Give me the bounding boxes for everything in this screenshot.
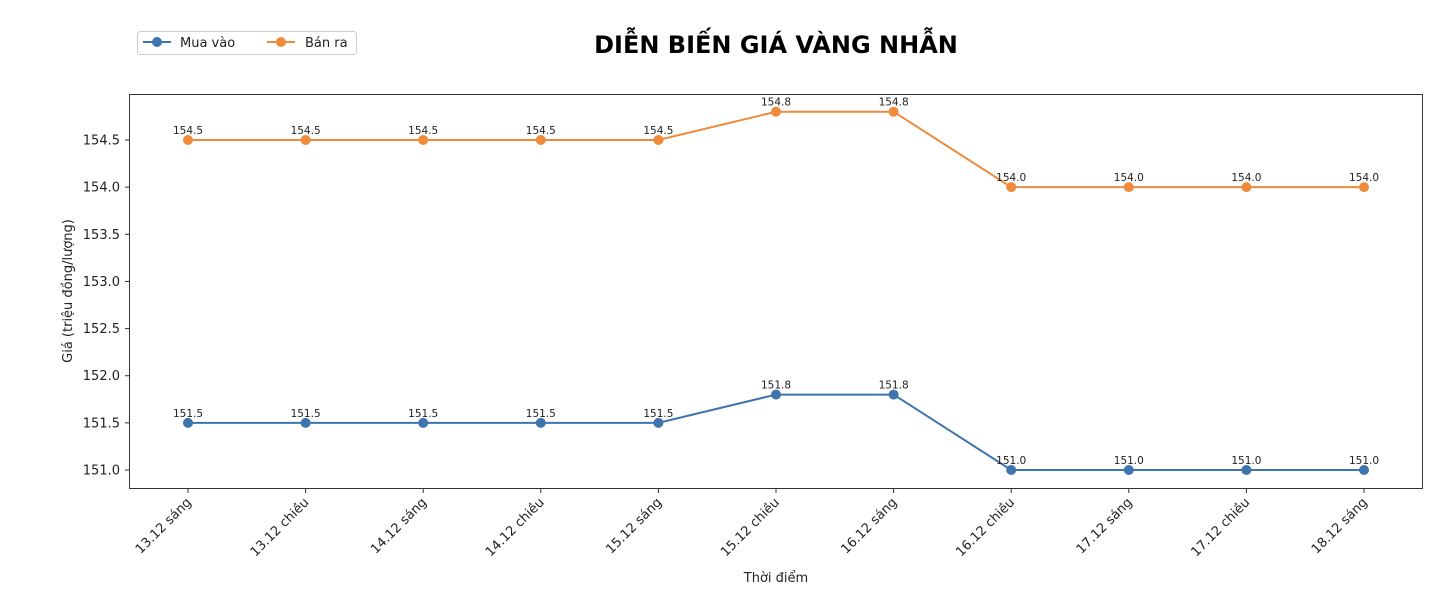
legend-marker-icon (152, 37, 162, 47)
y-tick-label: 154.0 (83, 181, 120, 196)
y-tick-label: 152.5 (83, 322, 120, 337)
data-point (183, 417, 193, 428)
series-line (188, 110, 1364, 189)
x-tick-label: 16.12 chiều (953, 495, 1018, 560)
x-tick-label: 17.12 sáng (1074, 495, 1136, 557)
y-axis-label: Giá (triệu đồng/lượng) (61, 219, 76, 363)
data-label: 151.8 (761, 380, 791, 392)
data-label: 154.0 (996, 172, 1026, 184)
data-label: 151.0 (1114, 455, 1144, 467)
data-label: 151.5 (408, 408, 438, 420)
legend-label: Bán ra (305, 36, 348, 51)
x-tick-label: 18.12 sáng (1309, 495, 1371, 557)
y-axis: 151.0 151.5 152.0 152.5 153.0 153.5 154.0 154.5 (83, 134, 130, 479)
y-tick-label: 153.0 (83, 275, 120, 290)
data-label: 154.0 (1114, 172, 1144, 184)
plot-area (129, 94, 1423, 489)
y-tick-label: 153.5 (83, 228, 120, 243)
x-tick-label: 13.12 chiều (248, 495, 313, 560)
x-tick-label: 17.12 chiều (1188, 495, 1253, 560)
data-label: 154.8 (761, 97, 791, 109)
data-label: 151.8 (879, 380, 909, 392)
data-label: 151.5 (291, 408, 321, 420)
x-tick-label: 15.12 sáng (603, 495, 665, 557)
data-point (1359, 465, 1369, 475)
data-point (888, 389, 899, 400)
data-point (771, 106, 781, 117)
y-tick-label: 151.0 (83, 464, 120, 479)
data-point (1123, 182, 1134, 193)
series-line (188, 393, 1364, 471)
y-tick-label: 152.0 (83, 369, 120, 384)
x-tick-label: 16.12 sáng (838, 495, 900, 557)
data-label: 151.5 (173, 408, 203, 420)
legend-marker-icon (276, 37, 286, 47)
data-label: 154.5 (408, 125, 438, 137)
data-label: 151.0 (1231, 455, 1261, 467)
data-point (771, 389, 781, 400)
y-tick-label: 154.5 (83, 134, 120, 149)
data-point (418, 135, 429, 145)
data-point (1359, 182, 1369, 193)
data-label: 151.5 (526, 408, 556, 420)
data-label: 154.5 (291, 125, 321, 137)
legend-item-ban-ra: Bán ra (267, 36, 348, 51)
series-mua-vao: 151.5 151.5 151.5 151.5 151.5 151.8 151.8 151.0… (173, 380, 1379, 475)
data-label: 154.5 (526, 125, 556, 137)
data-point (1241, 182, 1252, 193)
data-point (300, 135, 311, 145)
x-tick-label: 14.12 chiều (483, 495, 548, 560)
data-point (1006, 182, 1017, 193)
data-point (1241, 465, 1252, 475)
data-point (300, 417, 311, 428)
data-point (888, 106, 899, 117)
legend: Mua vào Bán ra (137, 31, 357, 55)
x-tick-label: 13.12 sáng (133, 495, 195, 557)
data-point (418, 417, 429, 428)
series-layer: 151.5 151.5 151.5 151.5 151.5 151.8 151.8 151.0… (173, 97, 1379, 475)
data-label: 151.5 (643, 408, 673, 420)
x-tick-label: 15.12 chiều (718, 495, 783, 560)
data-label: 154.8 (879, 97, 909, 109)
data-point (653, 417, 664, 428)
data-label: 154.0 (1349, 172, 1379, 184)
data-label: 151.0 (996, 455, 1026, 467)
y-tick-label: 151.5 (83, 416, 120, 431)
legend-box (137, 31, 357, 55)
series-ban-ra: 154.5 154.5 154.5 154.5 154.5 154.8 154.8 154.0… (173, 97, 1379, 193)
data-point (535, 135, 546, 145)
data-point (1123, 465, 1134, 475)
data-label: 154.0 (1231, 172, 1261, 184)
data-point (183, 135, 193, 145)
legend-label: Mua vào (180, 36, 235, 51)
data-label: 151.0 (1349, 455, 1379, 467)
data-point (1006, 465, 1017, 475)
x-axis-label: Thời điểm (743, 571, 808, 586)
x-axis: 13.12 sáng 13.12 chiều 14.12 sáng 14.12 chi… (133, 488, 1371, 560)
x-tick-label: 14.12 sáng (368, 495, 430, 557)
data-label: 154.5 (643, 125, 673, 137)
data-point (535, 417, 546, 428)
data-point (653, 135, 664, 145)
chart-title: DIỄN BIẾN GIÁ VÀNG NHẪN (594, 26, 958, 59)
legend-item-mua-vao: Mua vào (143, 36, 235, 51)
data-label: 154.5 (173, 125, 203, 137)
